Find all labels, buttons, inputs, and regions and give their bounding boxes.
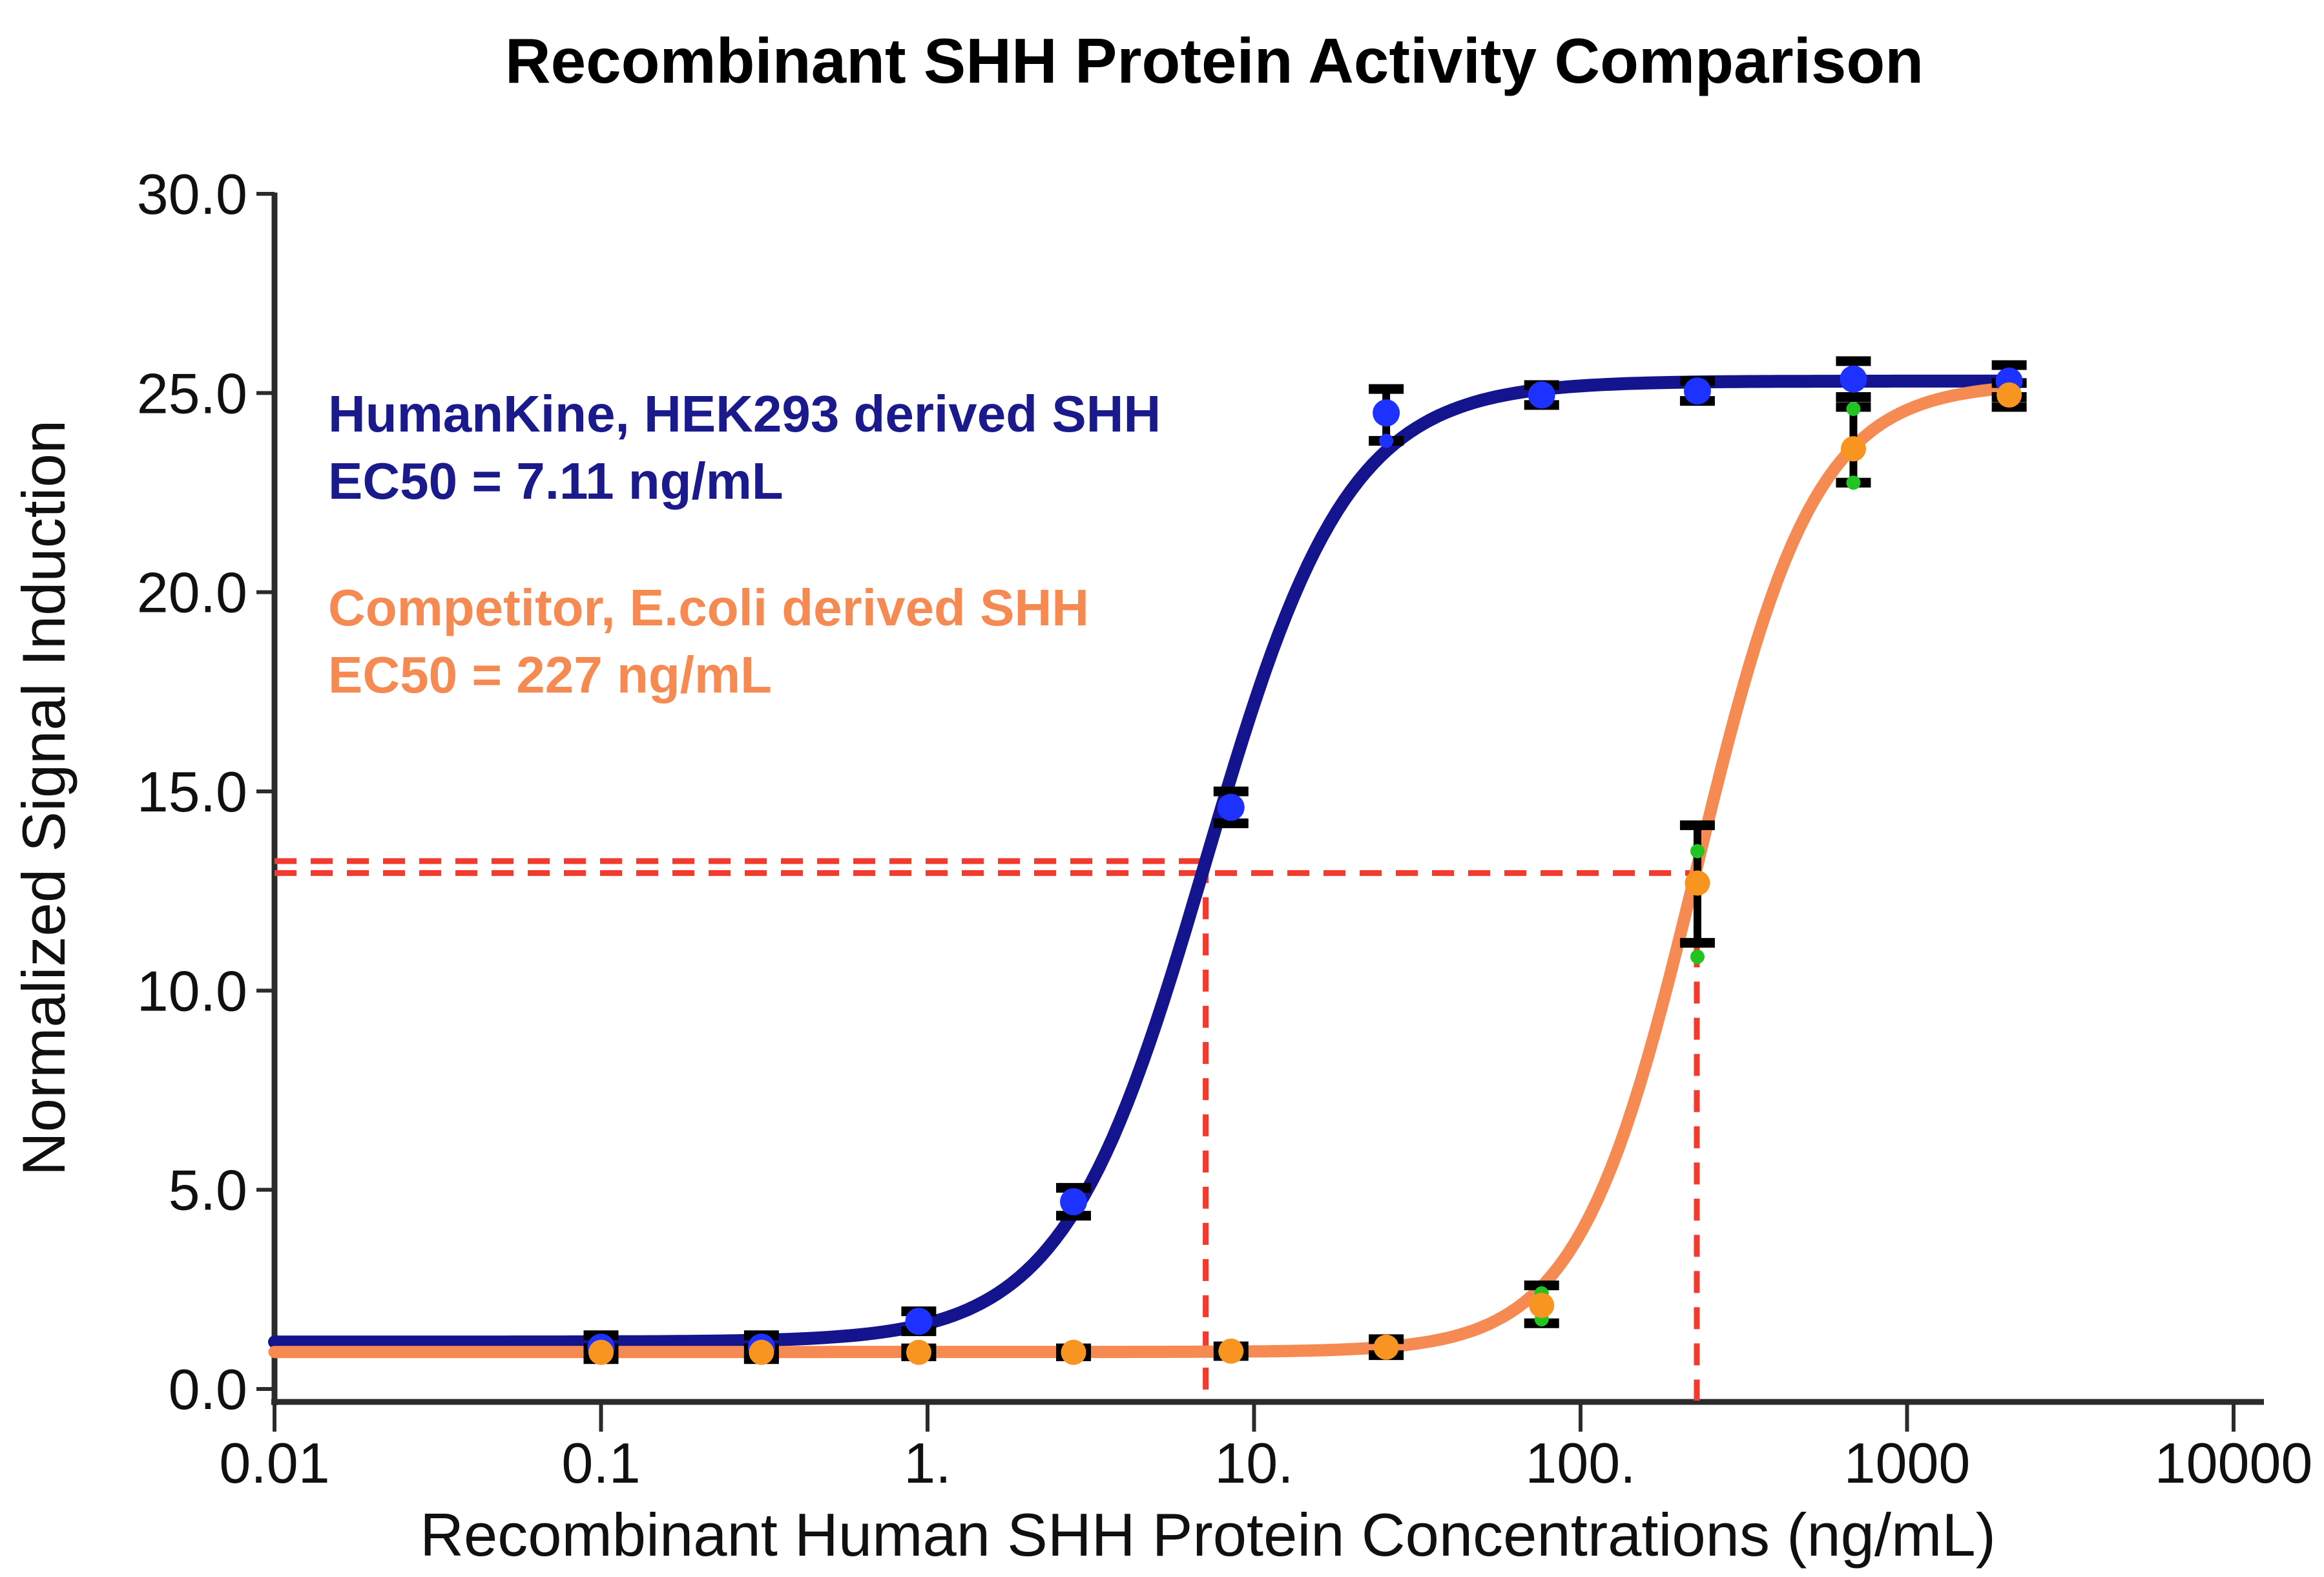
fit-curves-group <box>268 374 2016 1359</box>
x-tick-label: 0.01 <box>219 1431 329 1495</box>
data-point <box>1685 870 1710 896</box>
legend-series2-ec50: EC50 = 227 ng/mL <box>328 646 772 704</box>
x-tick-label: 1000 <box>1844 1431 1971 1495</box>
legend-series1-name: HumanKine, HEK293 derived SHH <box>328 385 1161 443</box>
data-point <box>1218 1338 1244 1364</box>
legend-series2-name: Competitor, E.coli derived SHH <box>328 579 1089 636</box>
data-point <box>749 1339 774 1365</box>
replicate-point <box>1690 949 1705 964</box>
data-point <box>905 1308 933 1335</box>
y-tick-label: 10.0 <box>137 959 247 1023</box>
replicate-point <box>1690 844 1705 859</box>
fit-curve <box>268 382 2016 1359</box>
data-point <box>1373 1334 1399 1360</box>
y-tick-label: 20.0 <box>137 561 247 625</box>
data-point <box>1683 377 1711 405</box>
legend-series1-ec50: EC50 = 7.11 ng/mL <box>328 452 783 510</box>
replicate-point <box>1379 433 1394 448</box>
y-axis-title: Normalized Signal Induction <box>10 420 78 1176</box>
y-tick-label: 0.0 <box>169 1357 247 1421</box>
x-tick-label: 1. <box>904 1431 951 1495</box>
replicate-point <box>1846 402 1861 417</box>
y-tick-label: 15.0 <box>137 760 247 824</box>
x-axis-title: Recombinant Human SHH Protein Concentrat… <box>420 1501 1996 1569</box>
data-point <box>1997 382 2022 408</box>
data-point <box>1840 436 1866 462</box>
x-tick-label: 0.1 <box>561 1431 640 1495</box>
guide-lines-group <box>275 858 1700 1401</box>
data-point <box>1528 381 1555 409</box>
axes-group: 0.0 5.0 10.0 15.0 20.0 25.0 30.0 0.01 0.1 1. 10. 10… <box>137 162 2313 1495</box>
data-point <box>1529 1293 1555 1319</box>
data-point <box>588 1339 614 1365</box>
data-points-group <box>587 365 2023 1365</box>
data-point <box>1217 793 1245 821</box>
x-tick-label: 100. <box>1525 1431 1635 1495</box>
y-tick-label: 5.0 <box>169 1158 247 1222</box>
legend: HumanKine, HEK293 derived SHH EC50 = 7.1… <box>328 385 1161 704</box>
data-point <box>1840 365 1867 393</box>
data-point <box>906 1339 931 1365</box>
fit-curve <box>268 374 2016 1349</box>
x-tick-label: 10000 <box>2155 1431 2313 1495</box>
data-point <box>1061 1339 1086 1365</box>
replicate-point <box>1846 475 1861 490</box>
y-tick-label: 25.0 <box>137 361 247 425</box>
data-point <box>1373 399 1400 427</box>
data-point <box>1060 1188 1088 1216</box>
chart-title: Recombinant SHH Protein Activity Compari… <box>505 25 1924 96</box>
y-tick-label: 30.0 <box>137 162 247 226</box>
x-tick-label: 10. <box>1214 1431 1293 1495</box>
